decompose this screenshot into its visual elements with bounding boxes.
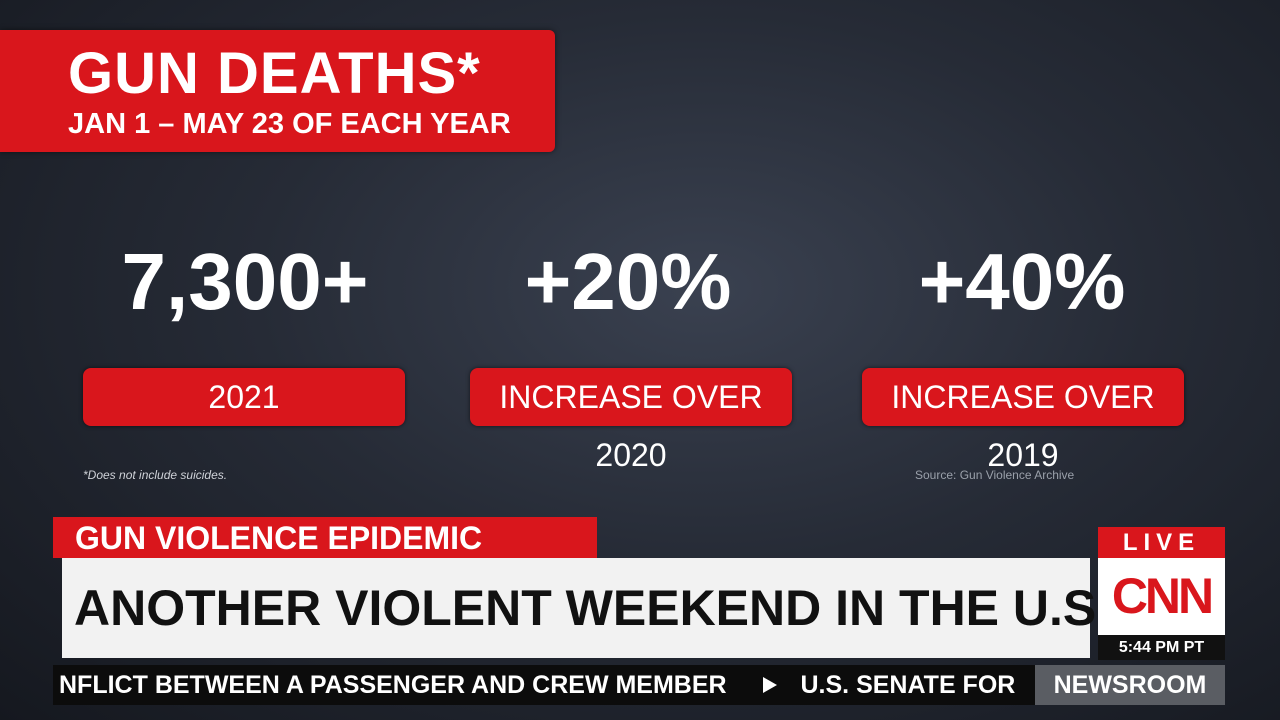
kicker: GUN VIOLENCE EPIDEMIC: [53, 517, 597, 558]
stat-value: +20%: [524, 237, 732, 326]
stat-value: +40%: [918, 237, 1126, 326]
clock: 5:44 PM PT: [1098, 635, 1225, 660]
stat-label: 2021: [83, 368, 405, 426]
footnote: *Does not include suicides.: [83, 468, 228, 482]
ticker-item: U.S. SENATE FOR: [800, 671, 1016, 699]
ticker-item: NFLICT BETWEEN A PASSENGER AND CREW MEMB…: [59, 671, 727, 699]
ticker: NFLICT BETWEEN A PASSENGER AND CREW MEMB…: [53, 665, 1035, 705]
title: GUN DEATHS*: [68, 41, 481, 106]
subtitle: JAN 1 – MAY 23 OF EACH YEAR: [68, 108, 511, 140]
title-box: [0, 30, 555, 152]
show-name: NEWSROOM: [1035, 665, 1225, 705]
logo-box: [1098, 558, 1225, 635]
network-logo: CNN: [1111, 568, 1214, 624]
stat-value: 7,300+: [121, 237, 369, 326]
stat-label: INCREASE OVER 2020: [470, 368, 792, 473]
source: Source: Gun Violence Archive: [915, 468, 1075, 482]
live-badge: LIVE: [1098, 527, 1225, 558]
headline: ANOTHER VIOLENT WEEKEND IN THE U.S.: [62, 558, 1110, 658]
ticker-separator: [762, 677, 777, 693]
stat-label: INCREASE OVER 2019: [862, 368, 1184, 473]
